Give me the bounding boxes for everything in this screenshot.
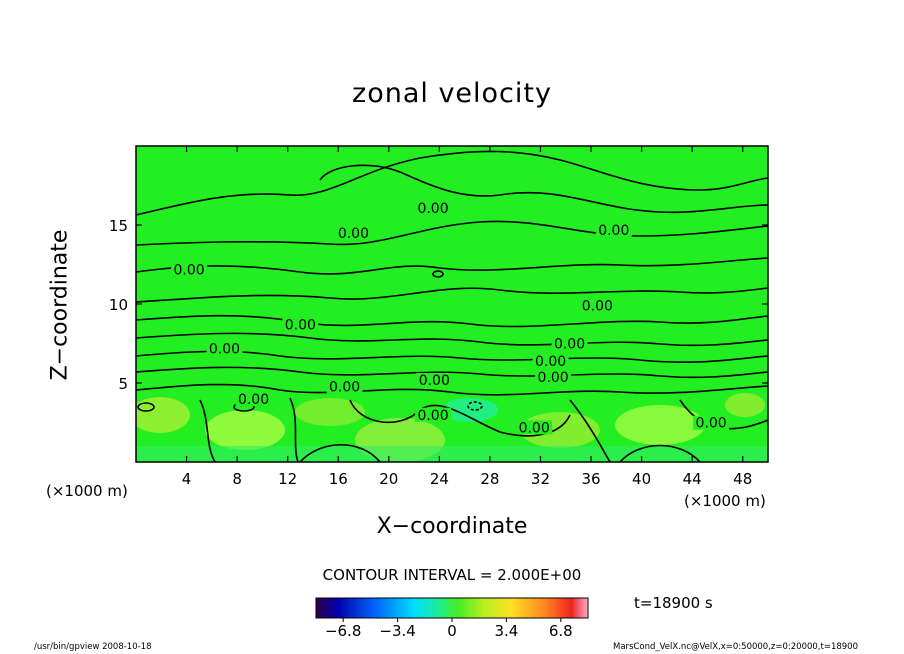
- x-tick-label: 4: [182, 470, 192, 488]
- contour-line: [467, 401, 483, 411]
- contour-label-bg: [415, 200, 452, 215]
- contour-lines: [136, 150, 768, 462]
- footer-left-text: /usr/bin/gpview 2008-10-18: [34, 642, 152, 652]
- contour-label: 0.00: [419, 373, 450, 389]
- x-tick-label: 24: [430, 470, 449, 488]
- contour-label-bg: [693, 415, 730, 430]
- x-axis-label: X−coordinate: [376, 514, 528, 539]
- contour-line: [136, 383, 768, 396]
- contour-line: [136, 332, 768, 347]
- contour-line: [199, 399, 216, 462]
- x-tick-label: 36: [581, 470, 600, 488]
- y-tick-label: 5: [118, 375, 128, 393]
- contour-label: 0.00: [696, 416, 727, 432]
- contour-label: 0.00: [582, 299, 613, 315]
- contour-line: [136, 150, 768, 216]
- x-tick-label: 12: [278, 470, 297, 488]
- contour-label-bg: [335, 226, 372, 241]
- contour-label-bg: [535, 369, 572, 384]
- contour-line: [299, 444, 381, 462]
- contour-line: [619, 444, 701, 462]
- contour-label-bg: [326, 379, 363, 394]
- x-tick-label: 40: [632, 470, 651, 488]
- contour-line: [137, 402, 155, 412]
- chart-title: zonal velocity: [352, 78, 552, 109]
- contour-labels: 0.000.00 0.000.000.000.000.000.000.000.00…: [171, 200, 730, 436]
- contour-label-bg: [416, 373, 453, 387]
- colorbar-ticks: −6.8 −3.4 0 3.4 6.8: [325, 618, 573, 640]
- contour-label: 0.00: [538, 370, 569, 386]
- contour-label: 0.00: [238, 392, 269, 408]
- x-axis-unit-left: (×1000 m): [46, 482, 128, 500]
- contour-line: [319, 164, 768, 214]
- plot-area: 0.000.00 0.000.000.000.000.000.000.000.00…: [136, 146, 768, 462]
- footer-right-text: MarsCond_VelX.nc@VelX,x=0:50000,z=0:2000…: [613, 642, 858, 652]
- contour-label: 0.00: [417, 201, 448, 217]
- x-tick-label: 48: [733, 470, 752, 488]
- colorbar-tick-label: 3.4: [494, 622, 518, 640]
- contour-label: 0.00: [598, 223, 629, 239]
- x-tick-label: 8: [232, 470, 242, 488]
- x-tick-label: 28: [480, 470, 499, 488]
- contour-line: [136, 287, 768, 303]
- contour-line: [289, 397, 299, 462]
- field-color-patches: [136, 393, 768, 462]
- contour-label: 0.00: [554, 337, 585, 353]
- contour-label: 0.00: [519, 420, 550, 436]
- contour-label: 0.00: [174, 262, 205, 278]
- y-tick-label: 15: [109, 217, 128, 235]
- contour-line: [136, 366, 768, 379]
- x-axis: 4 8 12 16 20 24 28 32 36 40 44 48: [182, 146, 752, 488]
- colorbar-tick-label: 0: [447, 622, 457, 640]
- contour-label: 0.00: [285, 318, 316, 334]
- contour-interval-label: CONTOUR INTERVAL = 2.000E+00: [322, 566, 582, 584]
- contour-label-bg: [532, 354, 569, 369]
- contour-line: [136, 257, 768, 275]
- contour-label: 0.00: [209, 341, 240, 357]
- contour-label-bg: [282, 317, 319, 332]
- contour-line: [432, 270, 444, 278]
- x-tick-label: 32: [531, 470, 550, 488]
- contour-label-bg: [579, 298, 616, 313]
- colorbar-tick-label: −6.8: [325, 622, 361, 640]
- contour-label-bg: [235, 391, 272, 406]
- contour-label: 0.00: [329, 379, 360, 395]
- contour-line: [136, 314, 768, 328]
- x-axis-unit-right: (×1000 m): [684, 492, 766, 510]
- contour-label-bg: [595, 222, 632, 237]
- contour-label: 0.00: [417, 408, 448, 424]
- contour-line: [136, 220, 768, 246]
- y-axis: 5 10 15: [109, 217, 768, 393]
- contour-label: 0.00: [535, 354, 566, 370]
- y-tick-label: 10: [109, 296, 128, 314]
- contour-line: [569, 399, 611, 462]
- x-tick-label: 16: [329, 470, 348, 488]
- contour-label-bg: [171, 262, 208, 277]
- contour-label-bg: [415, 407, 452, 422]
- colorbar-tick-label: 6.8: [549, 622, 573, 640]
- x-tick-label: 20: [379, 470, 398, 488]
- colorbar-tick-label: −3.4: [379, 622, 415, 640]
- time-label: t=18900 s: [634, 594, 713, 612]
- colorbar: −6.8 −3.4 0 3.4 6.8: [315, 597, 589, 640]
- x-tick-label: 44: [683, 470, 702, 488]
- contour-label-bg: [516, 420, 553, 435]
- contour-label-bg: [551, 336, 588, 351]
- colorbar-gradient: [315, 597, 589, 619]
- contour-label: 0.00: [338, 226, 369, 242]
- contour-label-bg: [206, 341, 243, 356]
